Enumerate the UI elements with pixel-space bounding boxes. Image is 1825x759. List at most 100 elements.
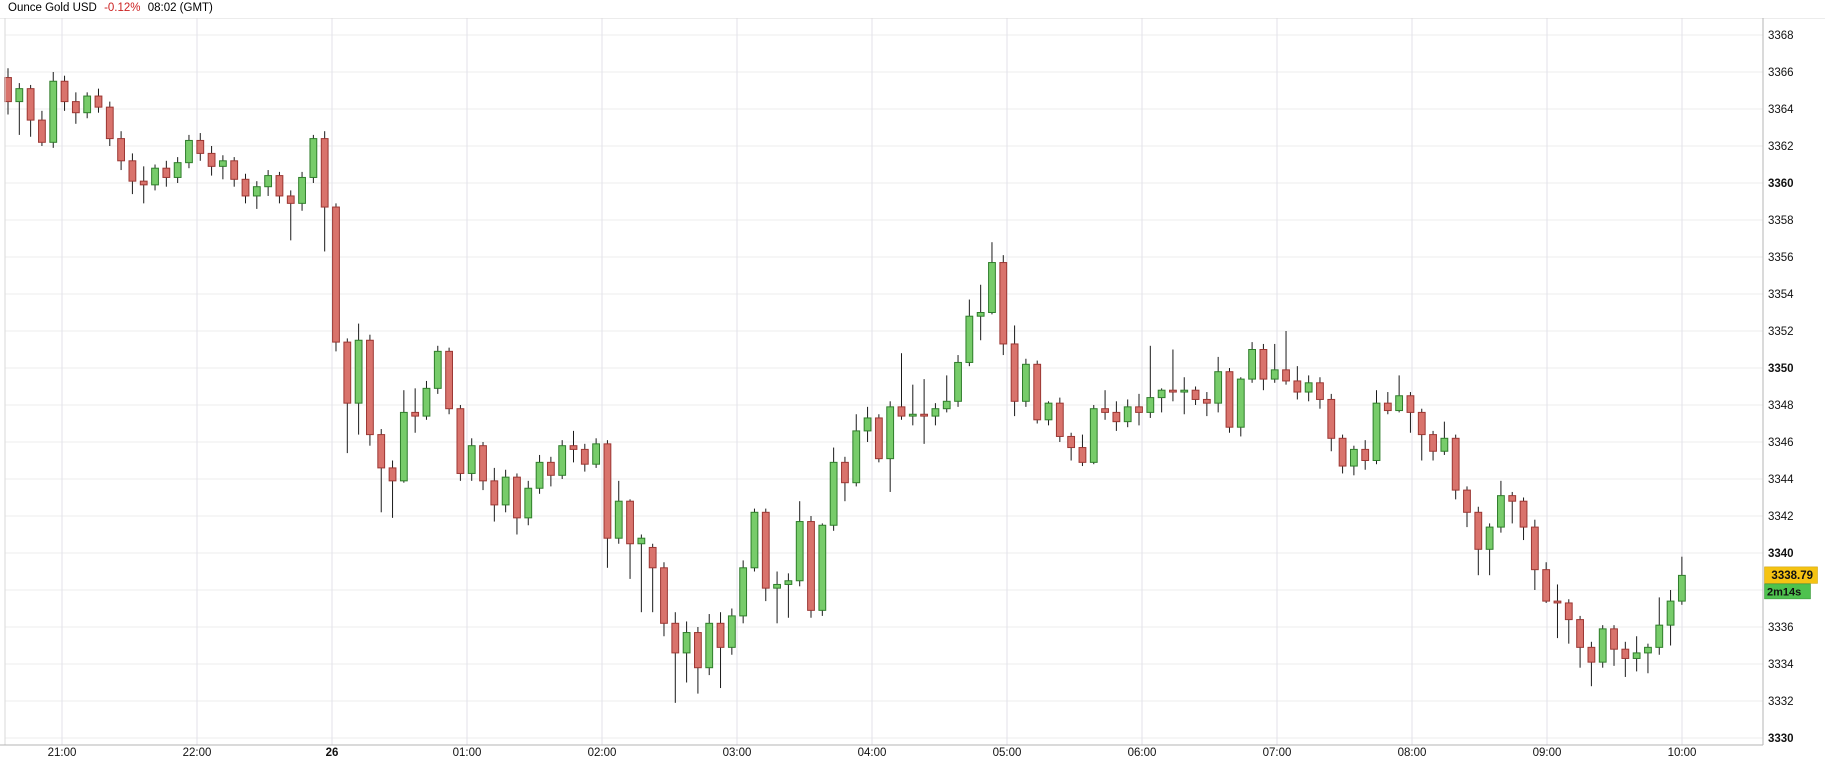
candle-body [1406,395,1415,413]
candle-body [637,537,646,545]
candle-body [603,443,612,539]
candle-body [1395,395,1404,412]
candle-body [671,622,680,654]
candle-body [218,160,227,167]
candle-body [173,162,182,178]
candle-body [795,521,804,582]
candle-body [908,413,917,417]
y-axis-label: 3344 [1768,474,1794,486]
candle-body [128,160,137,182]
candle-body [863,417,872,432]
candle-body [920,413,929,417]
candle-body [26,88,35,121]
candle-body [456,408,465,474]
candle-body [1169,389,1177,393]
candle-body [422,387,431,417]
candle-body [1632,652,1641,659]
candle-body [954,361,962,402]
candle-countdown-tag [1764,583,1811,600]
y-axis-label: 3354 [1768,289,1794,301]
candle-body [1429,434,1437,452]
x-axis-label: 02:00 [588,747,617,759]
candle-body [648,546,657,569]
candle-body [1055,402,1064,437]
candle-body [626,500,634,545]
candle-body [275,175,284,197]
candle-body [105,106,114,140]
candle-body [942,400,951,410]
last-price-tag [1764,566,1818,584]
x-axis-label: 01:00 [453,747,482,759]
x-axis-label: 03:00 [723,747,752,759]
x-axis-label: 08:00 [1398,747,1427,759]
candle-body [354,339,363,404]
candle-body [320,138,329,208]
candle-body [1101,408,1109,413]
candle-body [1655,624,1664,648]
candle-body [931,408,940,417]
candle-body [750,511,759,569]
candle-body [1463,489,1471,513]
candle-body [1587,646,1596,663]
candle-body [524,487,533,519]
candle-body [988,262,996,313]
candle-body [1666,600,1675,626]
candle-body [501,476,510,506]
candle-body [705,622,714,669]
candle-body [546,461,555,476]
candle-body [660,567,668,624]
candle-body [1033,363,1042,421]
candle-body [1214,371,1223,404]
candle-body [388,467,397,482]
candle-body [535,461,544,489]
candle-body [139,180,148,186]
candle-body [38,119,46,143]
candle-body [999,262,1008,345]
candle-body [117,138,125,162]
candle-body [1361,448,1370,461]
y-axis-label: 3340 [1768,548,1794,560]
candle-body [886,406,895,460]
candle-body [874,417,883,460]
candle-body [298,176,306,204]
candle-body [1451,437,1460,491]
candle-body [761,511,770,589]
instrument-name: Ounce Gold USD [8,2,97,14]
candle-body [1259,349,1268,380]
candle-body [1044,402,1053,421]
candle-body [580,448,589,465]
candle-body [1576,619,1584,648]
candle-body [1327,398,1336,439]
candle-countdown-value: 2m14s [1767,586,1801,598]
y-axis-label: 3350 [1768,363,1794,375]
y-axis-label: 3364 [1768,104,1794,116]
candle-body [1010,343,1019,402]
x-axis-label: 09:00 [1533,747,1562,759]
candle-body [366,339,374,436]
candle-body [207,152,216,167]
candle-body [784,580,793,585]
candle-body [1180,389,1189,393]
candle-body [230,160,239,180]
last-price-value: 3338.79 [1771,570,1813,582]
candle-body [1474,511,1483,550]
candle-body [252,186,261,197]
candle-body [332,206,340,343]
candle-body [1598,628,1607,663]
candle-body [1508,495,1517,502]
candle-body [1485,526,1494,550]
candle-body [4,77,12,103]
candle-body [1078,447,1087,463]
x-axis-label: 26 [326,747,339,759]
change-percent: -0.12% [104,2,141,14]
candle-body [15,88,24,103]
candle-body [467,445,476,474]
candle-body [1349,448,1358,467]
y-axis-label: 3334 [1768,659,1794,671]
candle-body [264,175,273,188]
candle-body [479,445,487,482]
y-axis-label: 3366 [1768,67,1794,79]
candle-body [71,101,80,114]
